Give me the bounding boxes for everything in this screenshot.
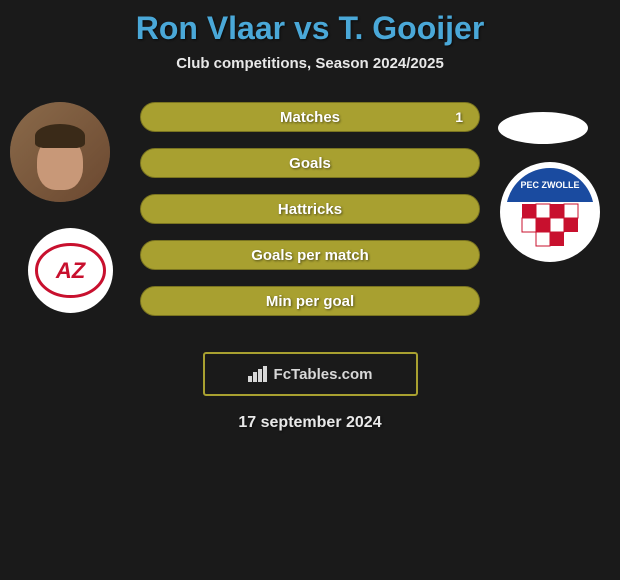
page-subtitle: Club competitions, Season 2024/2025 [0,55,620,72]
player-face-placeholder [10,102,110,202]
stat-bars: Matches 1 Goals Hattricks Goals per match Min… [140,102,480,332]
page-title: Ron Vlaar vs T. Gooijer [0,0,620,47]
chart-icon [248,366,268,382]
svg-text:PEC ZWOLLE: PEC ZWOLLE [521,180,580,190]
date-label: 17 september 2024 [0,414,620,432]
svg-text:AZ: AZ [55,258,87,283]
left-player-photo [10,102,110,202]
az-logo-icon: AZ [28,228,113,313]
stat-bar-goals: Goals [140,148,480,178]
stat-bar-label: Matches [280,109,340,126]
pec-zwolle-logo-icon: PEC ZWOLLE [500,162,600,262]
stat-bar-min-per-goal: Min per goal [140,286,480,316]
comparison-panel: AZ PEC ZWOLLE Matches 1 Goals Hattricks Goal… [0,102,620,332]
stat-bar-label: Min per goal [266,293,354,310]
stat-bar-label: Goals per match [251,247,369,264]
stat-bar-right-value: 1 [455,109,463,125]
stat-bar-hattricks: Hattricks [140,194,480,224]
stat-bar-goals-per-match: Goals per match [140,240,480,270]
stat-bar-label: Goals [289,155,331,172]
stat-bar-label: Hattricks [278,201,342,218]
stat-bar-matches: Matches 1 [140,102,480,132]
left-club-logo: AZ [28,228,113,313]
watermark-box: FcTables.com [203,352,418,396]
right-player-photo [498,112,588,144]
watermark-text: FcTables.com [274,366,373,383]
right-club-logo: PEC ZWOLLE [500,162,600,262]
